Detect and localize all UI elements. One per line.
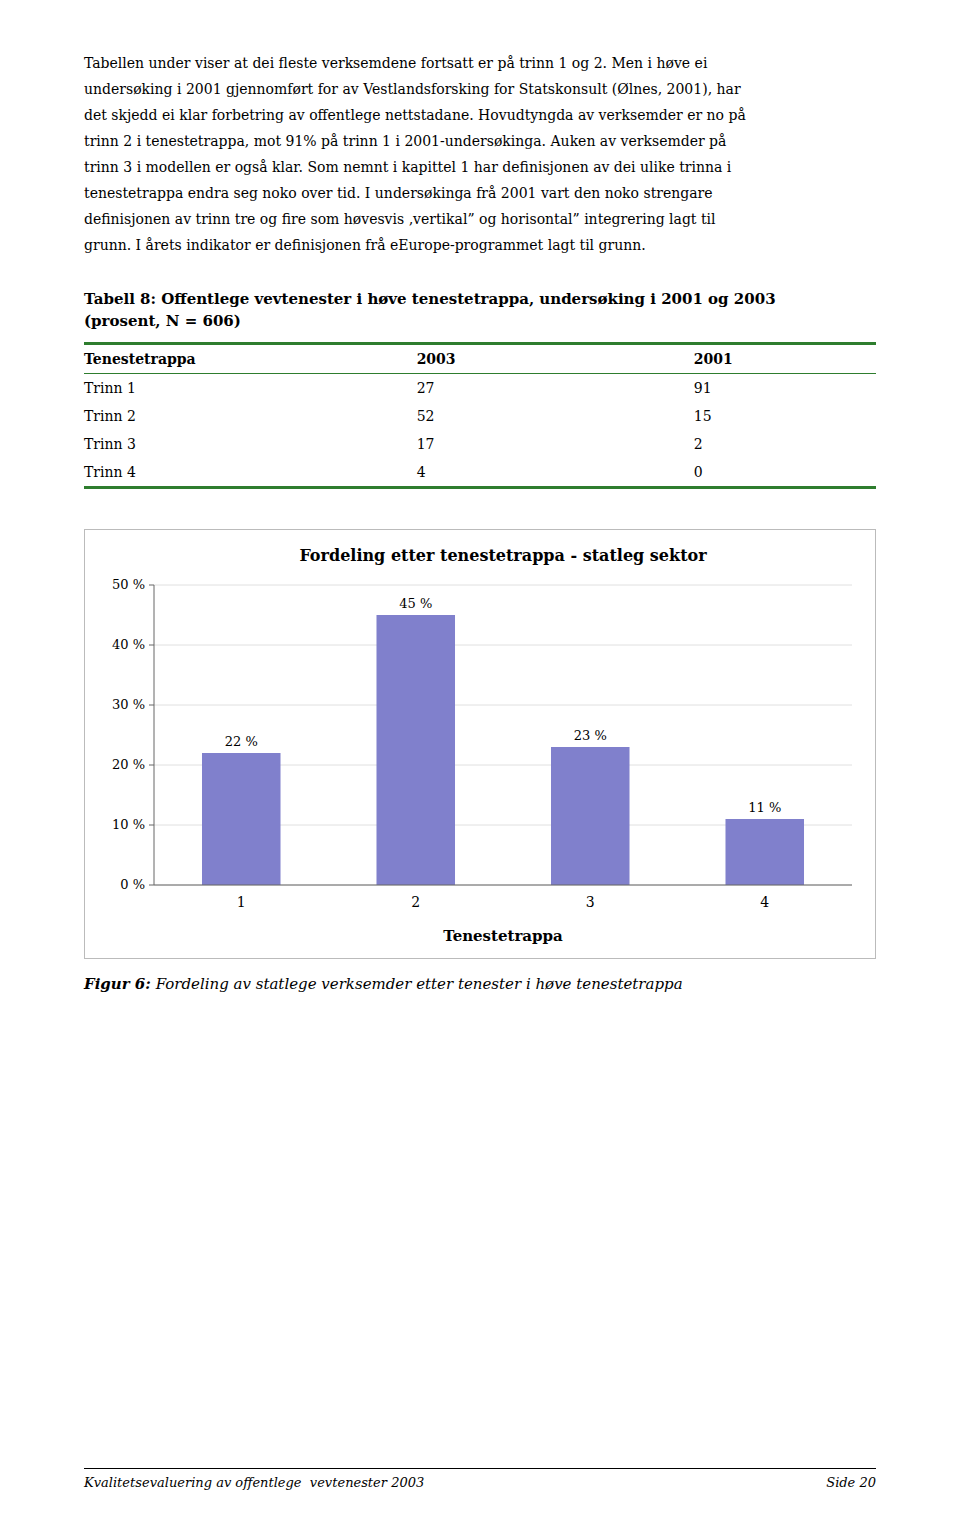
table-cell: 27: [417, 374, 694, 403]
footer-left: Kvalitetsevaluering av offentlege vevten…: [84, 1475, 424, 1490]
footer-right: Side 20: [826, 1475, 876, 1490]
body-text-line: Tabellen under viser at dei fleste verks…: [84, 50, 876, 76]
table-header: 2003: [417, 344, 694, 374]
table-row: Trinn 440: [84, 458, 876, 488]
table-body: Trinn 12791Trinn 25215Trinn 3172Trinn 44…: [84, 374, 876, 488]
table-header: Tenestetrappa: [84, 344, 417, 374]
y-tick: [149, 765, 154, 766]
y-tick-label: 30 %: [112, 697, 145, 712]
bar: [551, 747, 630, 885]
y-tick: [149, 585, 154, 586]
x-tick-label: 4: [760, 894, 769, 910]
table-cell: Trinn 3: [84, 430, 417, 458]
table-cell: 52: [417, 402, 694, 430]
body-text-line: undersøking i 2001 gjennomført for av Ve…: [84, 76, 876, 102]
data-label: 11 %: [748, 800, 781, 815]
table-header-row: Tenestetrappa20032001: [84, 344, 876, 374]
y-tick-label: 0 %: [120, 877, 145, 892]
page: Tabellen under viser at dei fleste verks…: [84, 50, 876, 993]
chart-frame: [85, 530, 876, 959]
table-cell: 0: [694, 458, 876, 488]
x-axis-line: [154, 885, 852, 886]
y-tick: [149, 645, 154, 646]
grid-line: [154, 885, 852, 886]
table-cell: Trinn 4: [84, 458, 417, 488]
table-title-block: Tabell 8: Offentlege vevtenester i høve …: [84, 288, 876, 332]
body-text-line: trinn 2 i tenestetrappa, mot 91% på trin…: [84, 128, 876, 154]
table-header: 2001: [694, 344, 876, 374]
table-cell: Trinn 2: [84, 402, 417, 430]
table-cell: 4: [417, 458, 694, 488]
caption-text: Fordeling av statlege verksemder etter t…: [156, 975, 683, 993]
figure-caption: Figur 6: Fordeling av statlege verksemde…: [84, 975, 876, 993]
chart-title: Fordeling etter tenestetrappa - statleg …: [299, 546, 707, 565]
y-axis: 0 % 10 % 20 % 30 % 40 % 50 %: [112, 577, 852, 892]
data-label: 23 %: [574, 728, 607, 743]
table-cell: 91: [694, 374, 876, 403]
y-tick-label: 10 %: [112, 817, 145, 832]
y-tick-label: 20 %: [112, 757, 145, 772]
footer: Kvalitetsevaluering av offentlege vevten…: [84, 1468, 876, 1490]
table-row: Trinn 3172: [84, 430, 876, 458]
y-axis-line: [154, 585, 155, 885]
table-cell: 15: [694, 402, 876, 430]
table-title: Tabell 8: Offentlege vevtenester i høve …: [84, 288, 876, 310]
table-title: (prosent, N = 606): [84, 310, 876, 332]
chart: Fordeling etter tenestetrappa - statleg …: [84, 529, 876, 959]
y-tick: [149, 885, 154, 886]
body-text-line: definisjonen av trinn tre og fire som hø…: [84, 206, 876, 232]
x-tick-label: 2: [411, 894, 420, 910]
bar: [725, 819, 804, 885]
x-tick-label: 1: [237, 894, 246, 910]
body-text-line: trinn 3 i modellen er også klar. Som nem…: [84, 154, 876, 180]
grid-line: [154, 705, 852, 706]
table-cell: 17: [417, 430, 694, 458]
table-cell: Trinn 1: [84, 374, 417, 403]
bar: [202, 753, 281, 885]
x-tick-label: 3: [586, 894, 595, 910]
body-text-line: det skjedd ei klar forbetring av offentl…: [84, 102, 876, 128]
grid-line: [154, 645, 852, 646]
table-row: Trinn 12791: [84, 374, 876, 403]
data-label: 22 %: [225, 734, 258, 749]
bars: [202, 615, 804, 885]
grid-line: [154, 585, 852, 586]
chart-container: Fordeling etter tenestetrappa - statleg …: [84, 529, 876, 959]
y-tick-label: 40 %: [112, 637, 145, 652]
table-row: Trinn 25215: [84, 402, 876, 430]
y-tick: [149, 705, 154, 706]
y-tick-label: 50 %: [112, 577, 145, 592]
body-text-line: tenestetrappa endra seg noko over tid. I…: [84, 180, 876, 206]
table-cell: 2: [694, 430, 876, 458]
x-axis-label: Tenestetrappa: [443, 927, 563, 945]
bar: [376, 615, 455, 885]
data-table: Tenestetrappa20032001Trinn 12791Trinn 25…: [84, 342, 876, 489]
caption-label: Figur 6:: [84, 975, 151, 993]
table-head: Tenestetrappa20032001: [84, 344, 876, 374]
y-tick: [149, 825, 154, 826]
body-text-line: grunn. I årets indikator er definisjonen…: [84, 232, 876, 258]
data-label: 45 %: [399, 596, 432, 611]
